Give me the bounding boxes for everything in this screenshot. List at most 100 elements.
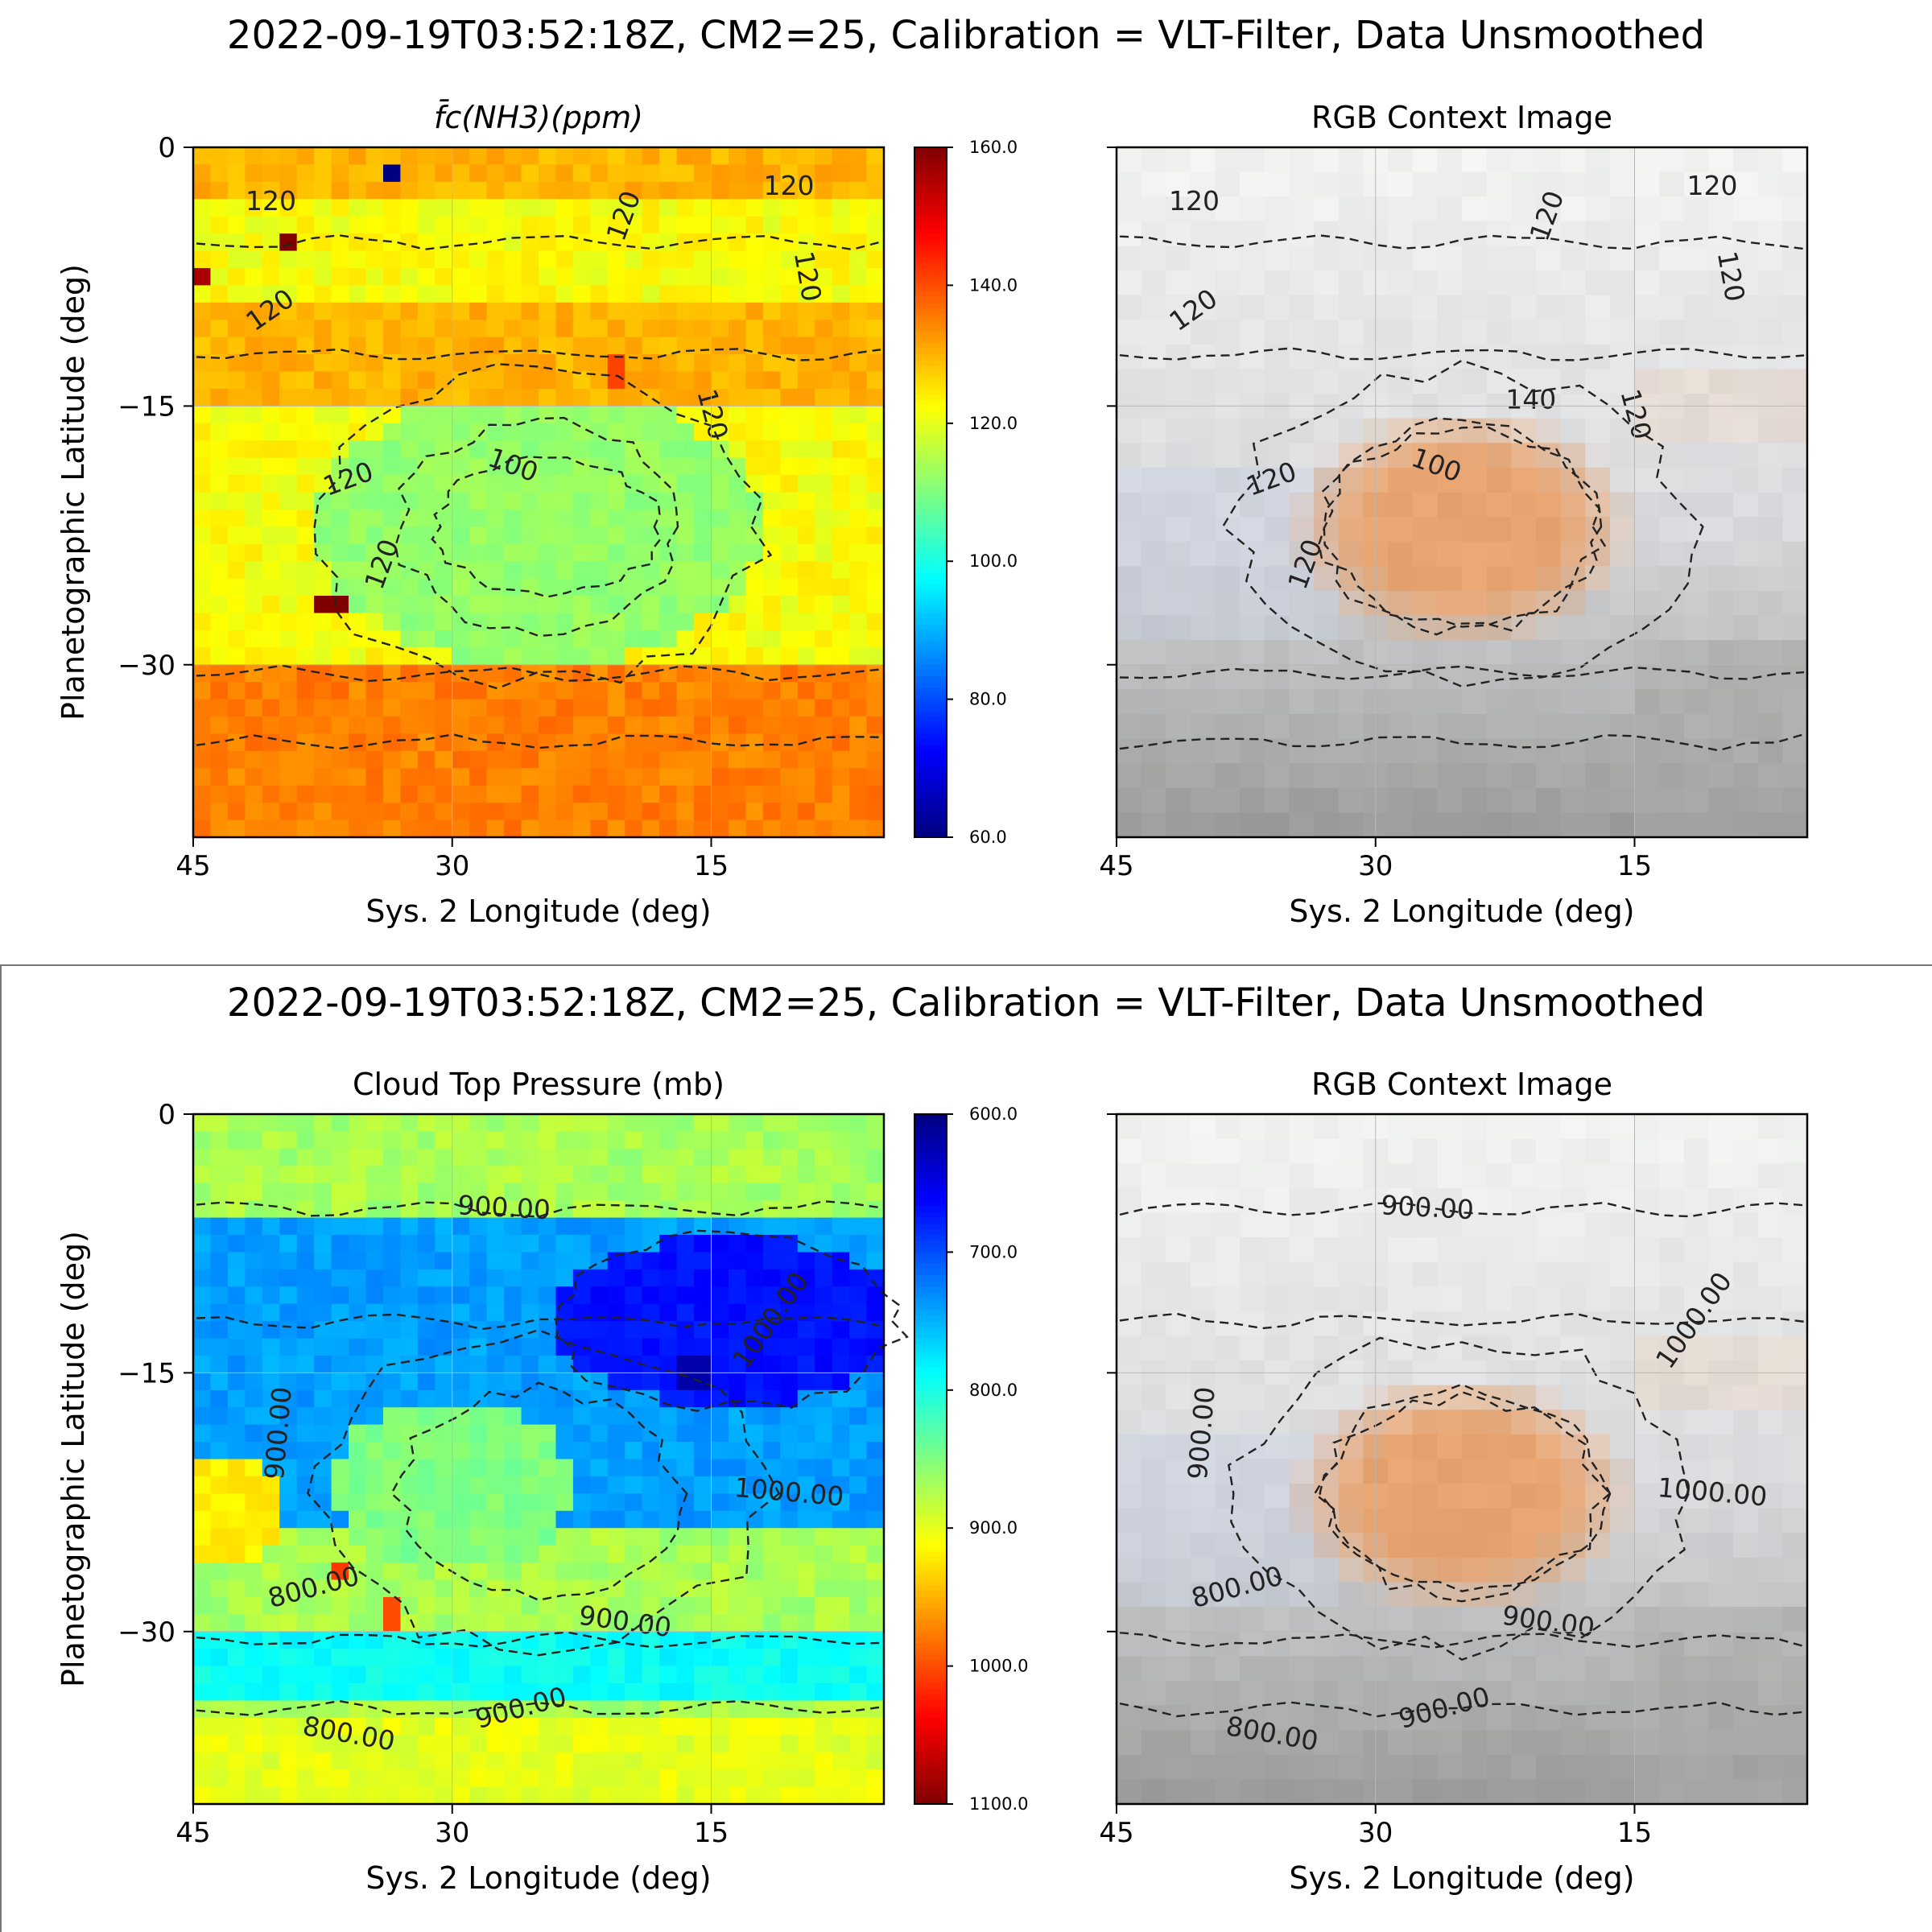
colorbar-segment [914, 1764, 947, 1770]
image-pixel [1314, 1385, 1340, 1410]
heatmap-cell [469, 233, 488, 252]
heatmap-cell [676, 1769, 695, 1788]
heatmap-cell [210, 302, 229, 320]
heatmap-cell [193, 475, 212, 493]
heatmap-cell [193, 423, 212, 441]
heatmap-cell [797, 1614, 815, 1633]
heatmap-cell [625, 819, 643, 838]
heatmap-cell [314, 1510, 332, 1529]
image-pixel [1609, 320, 1636, 345]
colorbar-segment [914, 1522, 947, 1529]
colorbar-segment [914, 1677, 947, 1684]
heatmap-cell [227, 1579, 246, 1598]
image-pixel [1708, 418, 1734, 444]
heatmap-cell [659, 440, 678, 459]
heatmap-cell [659, 1114, 678, 1133]
heatmap-cell [400, 440, 419, 459]
heatmap-cell [762, 147, 781, 166]
heatmap-cell [210, 578, 229, 597]
image-pixel [1462, 443, 1488, 469]
heatmap-cell [296, 1528, 315, 1546]
heatmap-cell [227, 1217, 246, 1236]
heatmap-cell [815, 543, 833, 562]
heatmap-cell [452, 1579, 470, 1598]
heatmap-cell [296, 578, 315, 597]
heatmap-cell [382, 1131, 401, 1150]
heatmap-cell [296, 1389, 315, 1408]
heatmap-cell [625, 267, 643, 287]
heatmap-cell [382, 250, 401, 269]
heatmap-cell [762, 819, 781, 838]
heatmap-cell [694, 336, 712, 355]
heatmap-cell [417, 1459, 436, 1477]
heatmap-cell [331, 233, 349, 252]
heatmap-cell [365, 1666, 384, 1684]
image-pixel [1683, 295, 1710, 320]
image-pixel [1388, 147, 1414, 173]
image-pixel [1314, 270, 1340, 296]
heatmap-cell [711, 1373, 729, 1391]
heatmap-cell [607, 1752, 625, 1770]
image-pixel [1782, 713, 1808, 740]
heatmap-cell [245, 1252, 263, 1270]
colorbar-tick-label: 600.0 [969, 1104, 1018, 1124]
heatmap-cell [866, 596, 885, 614]
heatmap-cell [227, 216, 246, 234]
heatmap-cell [365, 1476, 384, 1494]
image-pixel [1511, 1484, 1537, 1509]
image-pixel [1462, 590, 1488, 617]
heatmap-cell [469, 1631, 488, 1649]
heatmap-cell [296, 1442, 315, 1460]
heatmap-cell [296, 1217, 315, 1236]
heatmap-cell [365, 1148, 384, 1166]
heatmap-cell [625, 750, 643, 769]
heatmap-cell [762, 1596, 781, 1615]
image-pixel [1708, 171, 1734, 197]
heatmap-cell [365, 475, 384, 493]
heatmap-cell [866, 1666, 885, 1684]
heatmap-cell [469, 1407, 488, 1426]
heatmap-cell [365, 1510, 384, 1529]
heatmap-cell [504, 1752, 522, 1770]
heatmap-cell [676, 1459, 695, 1477]
image-pixel [1708, 147, 1734, 173]
heatmap-cell [452, 803, 470, 821]
heatmap-cell [400, 216, 419, 234]
image-pixel [1609, 763, 1636, 789]
heatmap-cell [607, 1442, 625, 1460]
image-pixel [1733, 1335, 1759, 1361]
heatmap-cell [849, 1252, 868, 1270]
heatmap-cell [866, 1321, 885, 1340]
image-pixel [1733, 1212, 1759, 1238]
heatmap-cell [642, 1528, 660, 1546]
heatmap-cell [245, 578, 263, 597]
heatmap-cell [469, 302, 488, 320]
heatmap-cell [642, 613, 660, 631]
image-pixel [1511, 615, 1537, 641]
heatmap-cell [349, 475, 367, 493]
image-pixel [1708, 517, 1734, 543]
heatmap-cell [279, 1148, 298, 1166]
heatmap-cell [331, 302, 349, 320]
heatmap-cell [676, 1373, 695, 1391]
heatmap-cell [728, 199, 746, 217]
image-pixel [1659, 1459, 1685, 1484]
y-tick-label: −15 [118, 390, 175, 423]
heatmap-cell [331, 526, 349, 545]
heatmap-cell [762, 1510, 781, 1529]
heatmap-cell [590, 302, 609, 320]
heatmap-cell [539, 1579, 557, 1598]
heatmap-cell [193, 1510, 212, 1529]
heatmap-cell [193, 406, 212, 424]
heatmap-cell [642, 1493, 660, 1512]
heatmap-cell [486, 630, 505, 648]
image-pixel [1757, 1410, 1783, 1435]
image-pixel [1388, 1533, 1414, 1558]
heatmap-cell [435, 682, 453, 700]
image-pixel [1437, 1138, 1463, 1164]
heatmap-cell [210, 1614, 229, 1633]
heatmap-cell [797, 1528, 815, 1546]
heatmap-cell [866, 1114, 885, 1133]
image-pixel [1215, 320, 1241, 345]
heatmap-cell [349, 336, 367, 355]
